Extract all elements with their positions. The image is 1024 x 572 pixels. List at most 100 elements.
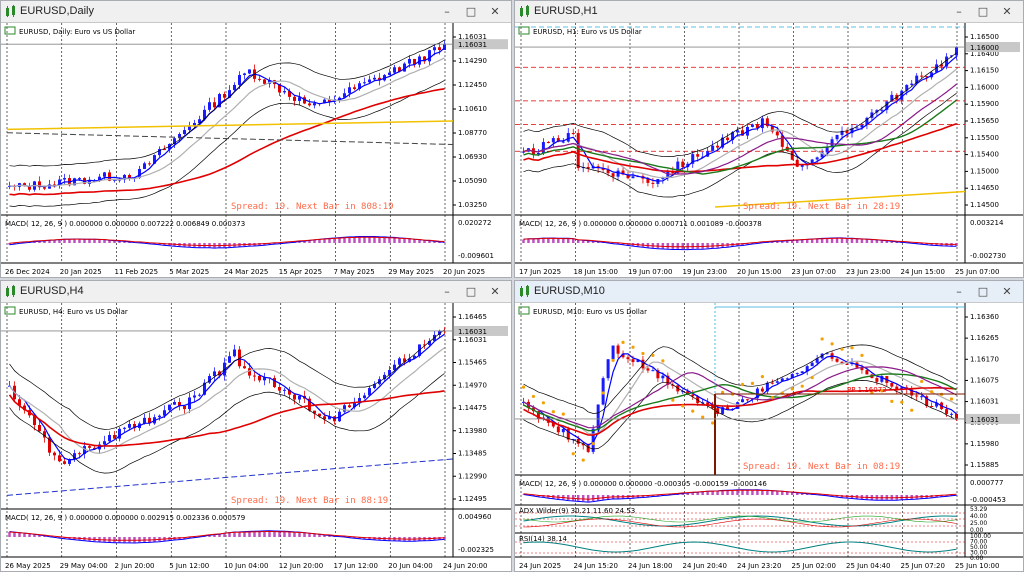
time-tick-label: 5 Jun 12:00 xyxy=(169,562,209,570)
candle-body xyxy=(298,97,301,101)
candle-body xyxy=(631,359,635,362)
chart-window-h4[interactable]: EURUSD,H4 – □ ✕ 26 May 2025 29 May 04:00 2… xyxy=(0,280,512,572)
chart-area[interactable]: 26 Dec 2024 20 Jan 2025 11 Feb 2025 5 Mar 2… xyxy=(1,23,511,277)
candle-body xyxy=(865,117,869,125)
candle-body xyxy=(910,83,914,85)
candle-body xyxy=(681,161,685,168)
candle-body xyxy=(143,163,146,169)
price-tick-label: 1.16150 xyxy=(970,67,999,75)
moving-average-line xyxy=(523,83,957,175)
candle-body xyxy=(378,77,381,81)
candle-body xyxy=(606,169,610,174)
symbol-icon xyxy=(4,26,16,35)
chart-window-h1[interactable]: EURUSD,H1 – □ ✕ 17 Jun 2025 18 Jun 15:00 1… xyxy=(514,0,1024,278)
price-tick-label: 1.12990 xyxy=(458,472,487,480)
candle-body xyxy=(915,395,919,397)
candle-body xyxy=(138,168,141,178)
candle-body xyxy=(328,416,331,420)
candle-body xyxy=(403,63,406,72)
parabolic-sar-dot xyxy=(551,410,555,414)
parabolic-sar-dot xyxy=(920,379,924,384)
candle-body xyxy=(113,434,116,439)
candle-body xyxy=(775,381,779,383)
chart-window-m10[interactable]: EURUSD,M10 – □ ✕ 24 Jun 2025 24 Jun 15:20… xyxy=(514,280,1024,572)
maximize-button[interactable]: □ xyxy=(977,5,989,18)
close-button[interactable]: ✕ xyxy=(490,285,500,298)
candle-body xyxy=(790,374,794,379)
candle-body xyxy=(810,159,814,165)
price-tick-label: 1.13485 xyxy=(458,450,487,458)
time-tick-label: 5 Mar 2025 xyxy=(169,268,209,276)
maximize-button[interactable]: □ xyxy=(977,285,989,298)
candle-body xyxy=(383,374,386,380)
time-tick-label: 18 Jun 15:00 xyxy=(574,268,618,276)
candle-body xyxy=(740,399,744,403)
chart-area[interactable]: 17 Jun 2025 18 Jun 15:00 19 Jun 07:00 19 Ju… xyxy=(515,23,1023,277)
candle-body xyxy=(133,423,136,429)
minimize-button[interactable]: – xyxy=(444,285,450,298)
time-tick-label: 12 Jun 20:00 xyxy=(279,562,323,570)
maximize-button[interactable]: □ xyxy=(465,285,477,298)
moving-average-line xyxy=(9,347,445,455)
chart-area[interactable]: 26 May 2025 29 May 04:00 2 Jun 20:00 5 Jun … xyxy=(1,303,511,571)
candle-body xyxy=(920,75,924,77)
price-tick-label: 1.14970 xyxy=(458,381,487,389)
parabolic-sar-dot xyxy=(760,375,764,379)
close-button[interactable]: ✕ xyxy=(490,5,500,18)
window-titlebar[interactable]: EURUSD,M10 – □ ✕ xyxy=(515,281,1023,303)
candle-body xyxy=(905,84,909,91)
candle-body xyxy=(606,359,610,379)
current-price-marker xyxy=(966,42,1020,53)
candle-body xyxy=(890,94,894,102)
moving-average-line xyxy=(9,333,445,461)
candle-body xyxy=(348,405,351,408)
candle-body xyxy=(726,137,730,141)
minimize-button[interactable]: – xyxy=(956,5,962,18)
chart-window-daily[interactable]: EURUSD,Daily – □ ✕ 26 Dec 2024 20 Jan 202… xyxy=(0,0,512,278)
price-tick-label: 1.12495 xyxy=(458,495,487,503)
candle-body xyxy=(755,388,759,399)
candle-body xyxy=(48,184,51,189)
window-titlebar[interactable]: EURUSD,H1 – □ ✕ xyxy=(515,1,1023,23)
macd-signal-line xyxy=(523,489,957,500)
macd-label: MACD( 12, 26, 9 ) 0.000000 0.000000 -0.0… xyxy=(519,480,767,488)
minimize-button[interactable]: – xyxy=(956,285,962,298)
window-titlebar[interactable]: EURUSD,H4 – □ ✕ xyxy=(1,281,511,303)
close-button[interactable]: ✕ xyxy=(1002,285,1012,298)
candle-body xyxy=(53,452,56,456)
window-titlebar[interactable]: EURUSD,Daily – □ ✕ xyxy=(1,1,511,23)
parabolic-sar-dot xyxy=(890,399,894,403)
adx-label: ADX Wilder(9) 30.21 11.60 24.53 xyxy=(519,507,635,515)
parabolic-sar-dot xyxy=(880,389,884,393)
close-button[interactable]: ✕ xyxy=(1002,5,1012,18)
parabolic-sar-dot xyxy=(701,415,705,419)
candle-body xyxy=(845,363,849,365)
chart-area[interactable]: 24 Jun 2025 24 Jun 15:20 24 Jun 18:00 24 Ju… xyxy=(515,303,1023,571)
candle-body xyxy=(596,404,600,429)
candle-body xyxy=(646,178,650,183)
time-tick-label: 26 May 2025 xyxy=(5,562,51,570)
candle-body xyxy=(373,384,376,389)
candle-body xyxy=(915,75,919,84)
minimize-button[interactable]: – xyxy=(444,5,450,18)
candle-body xyxy=(800,371,804,374)
candle-body xyxy=(706,150,710,157)
time-tick-label: 24 Jun 15:20 xyxy=(574,562,618,570)
price-tick-label: 1.14650 xyxy=(970,184,999,192)
macd-axis-label: 0.003214 xyxy=(970,219,1004,227)
parabolic-sar-dot xyxy=(910,408,914,412)
maximize-button[interactable]: □ xyxy=(465,5,477,18)
candle-body xyxy=(641,359,645,369)
candle-body xyxy=(308,398,311,411)
time-tick-label: 23 Jun 07:00 xyxy=(792,268,836,276)
candle-body xyxy=(950,413,954,415)
candle-body xyxy=(875,378,879,382)
candle-body xyxy=(248,69,251,74)
candle-body xyxy=(601,168,605,170)
candle-body xyxy=(33,415,36,425)
candle-body xyxy=(955,413,959,419)
moving-average-line xyxy=(523,122,957,173)
candle-body xyxy=(423,56,426,62)
time-tick-label: 20 Jun 15:00 xyxy=(737,268,781,276)
candle-body xyxy=(38,181,41,188)
